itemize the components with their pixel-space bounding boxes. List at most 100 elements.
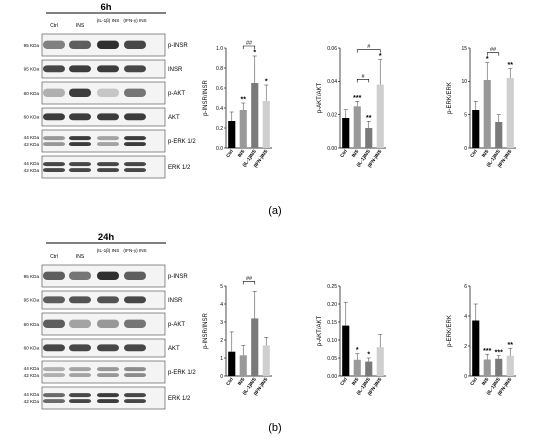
timepoint-label: 6h [100,2,111,13]
western-blot-panel-a: 6h Ctrl INS (IL-1β) INS (IFN-γ) INS 95 K… [24,2,196,179]
y-tick-label: 0 [220,374,223,380]
blot-band [97,168,119,173]
category-label: INS [351,376,361,387]
y-axis-label: p-AKT/AKT [317,82,323,113]
blot-band [97,142,119,147]
lane-label: (IFN-γ) INS [123,18,146,23]
y-tick-label: 4 [464,314,467,320]
lane-label: Ctrl [50,23,58,29]
bracket-label: ## [490,47,497,53]
significance-marker: *** [495,349,503,356]
bar [239,355,247,376]
bracket-label: ## [246,276,253,282]
blot-band [43,296,65,304]
bar [365,128,373,148]
molecular-weight-label: 60 KDa [24,345,40,350]
bar [353,106,361,148]
molecular-weight-label: 42 KDa [24,373,40,378]
category-label: INS [237,148,247,159]
blot-band [97,296,119,304]
lane-label: (IFN-γ) INS [123,248,146,253]
y-tick-label: 0.02 [327,112,337,118]
blot-frame [41,129,166,153]
blot-band [43,136,65,141]
y-tick-label: 2 [220,338,223,344]
blot-band [97,162,119,167]
lane-label: Ctrl [50,254,58,260]
blot-band [124,168,146,173]
blot-band [124,271,146,280]
blot-band [124,40,146,49]
blot-strip: 44 KDa 42 KDa p-ERK 1/2 [24,360,196,384]
significance-marker: * [379,53,382,60]
blot-band [43,271,65,280]
y-axis-label: p-ERK/ERK [447,82,453,114]
bar-charts: 0.00.20.40.60.81.0p-INSR/INSRCtrl**INS*(… [203,41,516,397]
blot-frame [41,155,166,179]
category-label: INS [481,148,491,159]
y-tick-label: 0 [464,146,467,152]
y-tick-label: 0.00 [327,374,337,380]
y-tick-label: 0.10 [327,338,337,344]
lane-label: INS [76,23,85,29]
blot-band [124,344,146,352]
bar [251,83,259,148]
protein-target-label: ERK 1/2 [168,165,191,171]
blot-band [69,367,91,372]
bar [472,320,480,376]
y-tick-label: 2 [464,344,467,350]
blot-strip: 95 KDa INSR [24,290,183,310]
y-tick-label: 10 [461,79,467,85]
category-label: Ctrl [225,377,235,387]
molecular-weight-label: 95 KDa [24,274,40,279]
bar [251,318,259,376]
molecular-weight-label: 42 KDa [24,399,40,404]
y-axis-label: p-INSR/INSR [203,312,209,348]
bar [376,347,384,376]
bar-chart: 0.00.20.40.60.81.0p-INSR/INSRCtrl**INS*(… [203,41,272,169]
y-tick-label: 0.8 [216,66,223,72]
blot-frame [41,360,166,384]
blot-band [69,271,91,280]
molecular-weight-label: 42 KDa [24,168,40,173]
molecular-weight-label: 95 KDa [24,66,40,71]
y-tick-label: 0 [464,374,467,380]
bar-chart: 0.000.020.040.06p-AKT/AKTCtrl***INS**(IL… [317,44,386,169]
protein-target-label: AKT [168,346,180,352]
comparison-bracket [356,79,370,83]
y-tick-label: 3 [220,320,223,326]
blot-strip: 44 KDa 42 KDa p-ERK 1/2 [24,129,196,153]
blot-band [97,344,119,352]
blot-band [43,113,65,121]
blot-strip: 44 KDa 42 KDa ERK 1/2 [24,386,191,410]
y-tick-label: 5 [220,284,223,290]
blot-strip: 60 KDa p-AKT [24,81,185,105]
molecular-weight-label: 95 KDa [24,297,40,302]
blot-band [97,271,119,280]
bar [472,110,480,148]
category-label: Ctrl [225,149,235,159]
blot-band [69,40,91,49]
blot-band [43,399,65,404]
bar [342,118,350,148]
protein-target-label: ERK 1/2 [168,396,191,402]
blot-band [124,142,146,147]
protein-target-label: p-AKT [168,91,185,97]
y-tick-label: 0.25 [327,284,337,290]
bar [262,101,270,148]
blot-strips: 95 KDa p-INSR 95 KDa INSR 60 KDa p-AKT 60 KDa A… [24,264,196,410]
y-tick-label: 0.06 [327,46,337,52]
bar [506,355,514,376]
y-tick-label: 0.0 [216,146,223,152]
blot-band [97,65,119,73]
y-tick-label: 4 [220,302,223,308]
blot-band [69,168,91,173]
lane-label-line: (IFN-γ) INS [123,18,146,23]
blot-band [43,88,65,97]
y-tick-label: 0.00 [327,146,337,152]
blot-band [69,162,91,167]
significance-marker: * [265,79,268,86]
bracket-label: # [361,74,365,80]
blot-band [69,393,91,398]
